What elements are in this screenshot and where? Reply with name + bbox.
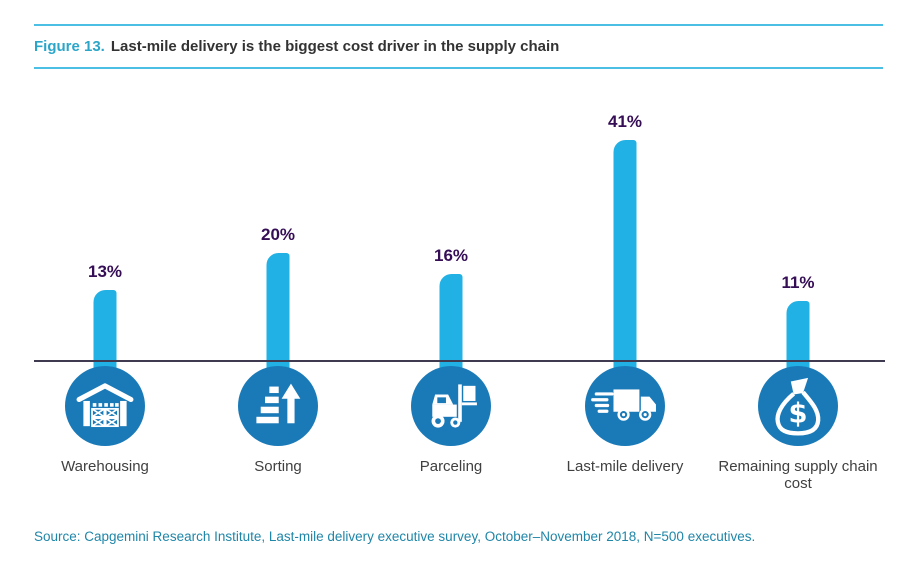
bar-area: 41% <box>540 100 710 368</box>
money-bag-icon: $ <box>775 377 821 436</box>
warehouse-icon <box>76 383 134 428</box>
value-label: 20% <box>260 225 296 244</box>
value-label: 13% <box>87 262 123 281</box>
bar-remaining-supply-chain-cost <box>786 301 810 368</box>
money-bag-icon: $ <box>758 366 838 446</box>
sorting-icon <box>238 366 318 446</box>
bar-area: 13% <box>20 100 190 368</box>
category-label-parceling: Parceling <box>419 458 483 475</box>
bar-warehousing <box>93 290 117 368</box>
x-axis-line <box>34 360 885 362</box>
chart-column-warehousing: 13% <box>20 100 190 475</box>
sorting-icon <box>256 383 301 424</box>
svg-text:$: $ <box>788 399 807 430</box>
value-label: 16% <box>433 246 469 265</box>
figure-number-label: Figure 13. <box>34 38 105 55</box>
chart-column-sorting: 20% Sorting <box>193 100 363 475</box>
bar-chart: 13% <box>0 100 912 500</box>
bar-last-mile-delivery <box>613 140 637 368</box>
chart-column-parceling: 16% Parceling <box>366 100 536 475</box>
value-label: 11% <box>781 273 815 292</box>
category-label-warehousing: Warehousing <box>61 458 149 475</box>
delivery-truck-icon <box>591 389 656 421</box>
chart-column-remaining-supply-chain-cost: 11% $ Remaining supply chain cost <box>713 100 883 492</box>
source-attribution: Source: Capgemini Research Institute, La… <box>34 529 756 544</box>
category-label-last-mile-delivery: Last-mile delivery <box>566 458 684 475</box>
bar-area: 16% <box>366 100 536 368</box>
value-label: 41% <box>607 112 643 131</box>
forklift-icon <box>431 384 477 428</box>
bar-sorting <box>266 253 290 368</box>
chart-column-last-mile-delivery: 41% <box>540 100 710 475</box>
top-divider-rule <box>34 24 883 26</box>
bar-area: 20% <box>193 100 363 368</box>
category-label-sorting: Sorting <box>254 458 302 475</box>
warehouse-icon <box>65 366 145 446</box>
delivery-truck-icon <box>585 366 665 446</box>
forklift-icon <box>411 366 491 446</box>
bar-area: 11% <box>713 100 883 368</box>
bar-parceling <box>439 274 463 368</box>
figure-title: Figure 13. Last-mile delivery is the bigg… <box>34 38 883 55</box>
category-label-remaining-supply-chain-cost: Remaining supply chain cost <box>718 458 878 492</box>
title-divider-rule <box>34 67 883 69</box>
figure-title-text: Last-mile delivery is the biggest cost d… <box>110 38 560 55</box>
